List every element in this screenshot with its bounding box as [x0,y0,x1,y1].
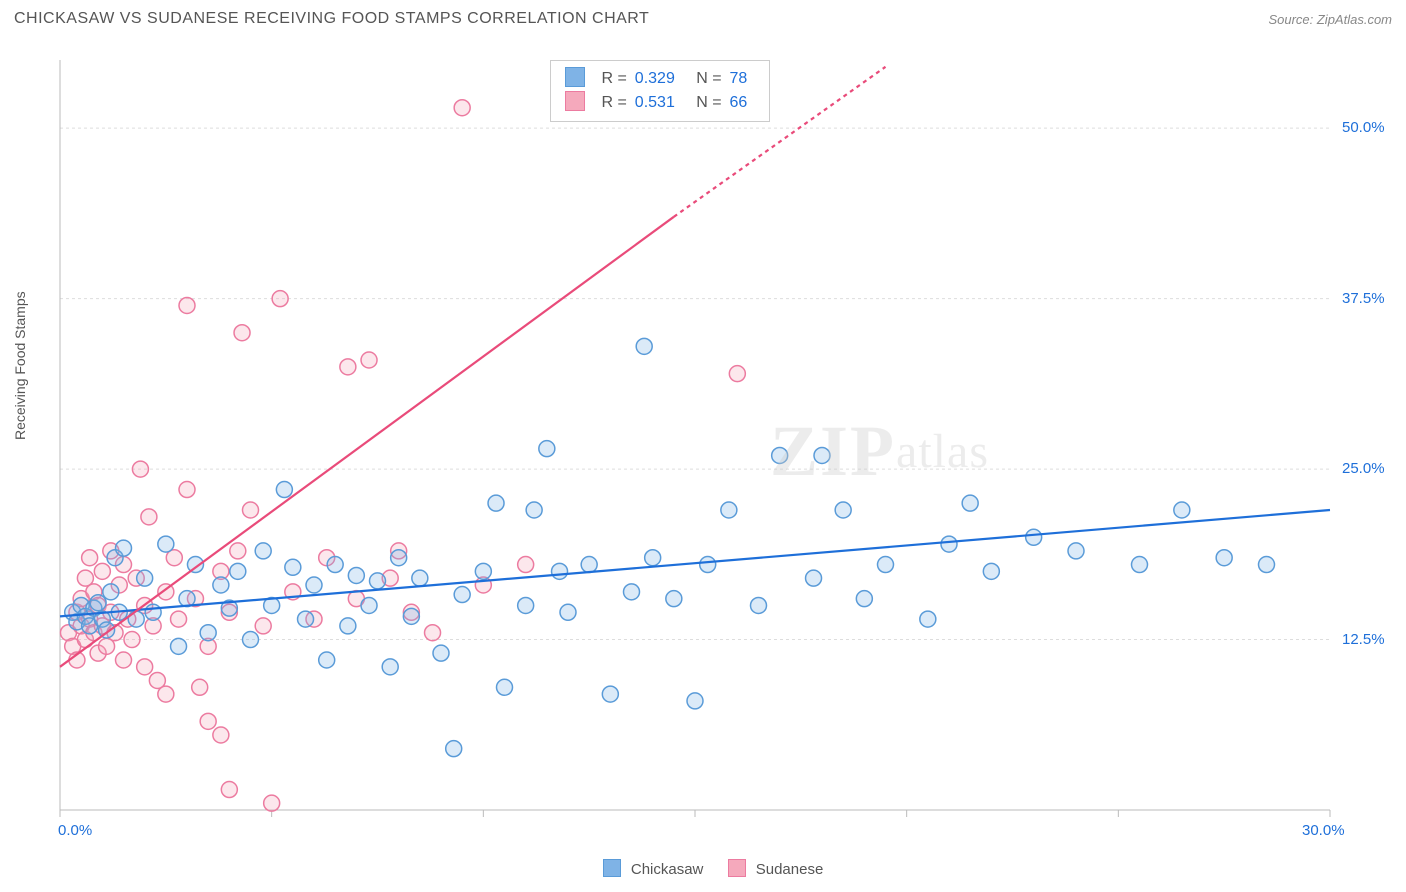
chart-title: CHICKASAW VS SUDANESE RECEIVING FOOD STA… [14,10,649,28]
legend-label-chickasaw: Chickasaw [631,861,704,878]
y-tick-label: 50.0% [1342,119,1385,136]
scatter-chart [50,50,1390,840]
swatch-chickasaw-icon [603,859,621,877]
swatch-sudanese-icon [728,859,746,877]
stats-legend-box: R =0.329 N =78 R =0.531 N =66 [550,60,770,122]
stats-row-b: R =0.531 N =66 [565,91,755,115]
chart-area: ZIPatlas R =0.329 N =78 R =0.531 N =66 1… [50,50,1390,840]
stats-row-a: R =0.329 N =78 [565,67,755,91]
y-tick-label: 25.0% [1342,460,1385,477]
y-tick-label: 12.5% [1342,631,1385,648]
x-origin-label: 0.0% [58,822,92,839]
x-max-label: 30.0% [1302,822,1345,839]
swatch-chickasaw-icon [565,67,585,87]
source-label: Source: ZipAtlas.com [1268,12,1392,27]
swatch-sudanese-icon [565,91,585,111]
y-tick-label: 37.5% [1342,290,1385,307]
legend-bottom: Chickasaw Sudanese [0,859,1406,878]
y-axis-label: Receiving Food Stamps [12,291,28,440]
legend-label-sudanese: Sudanese [756,861,824,878]
